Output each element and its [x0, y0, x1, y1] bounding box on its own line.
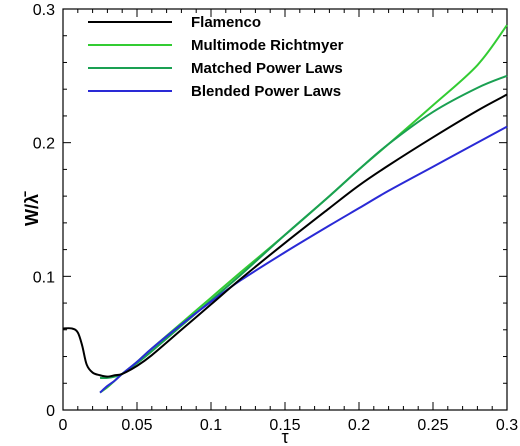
x-tick-label: 0.2 — [348, 417, 370, 434]
series-line-matched-power-laws — [99, 74, 508, 380]
y-axis-label: W/λ̄ — [22, 191, 42, 226]
x-tick-label: 0.1 — [200, 417, 222, 434]
legend: Flamenco Multimode Richtmyer Matched Power… — [88, 14, 344, 100]
x-tick-label: 0.25 — [417, 417, 448, 434]
y-tick-label: 0.2 — [33, 136, 55, 153]
series-layer — [62, 24, 508, 394]
y-tick-label: 0.3 — [33, 2, 55, 19]
x-tick-label: 0.15 — [269, 417, 300, 434]
legend-label: Multimode Richtmyer — [191, 37, 344, 54]
series-line-blended-power-laws — [99, 125, 508, 394]
x-tick-label: 0.3 — [496, 417, 518, 434]
legend-label: Matched Power Laws — [191, 60, 343, 77]
legend-label: Blended Power Laws — [191, 83, 341, 100]
series-line-flamenco — [62, 93, 508, 378]
y-tick-label: 0.1 — [33, 269, 55, 286]
axis-ticks: 0 0.05 0.1 0.15 0.2 0.25 0.3 0 0.1 0.2 0.3 — [33, 2, 518, 434]
x-tick-label: 0.05 — [121, 417, 152, 434]
x-axis-label: τ — [281, 427, 288, 446]
x-tick-label: 0 — [59, 417, 68, 434]
legend-label: Flamenco — [191, 14, 261, 31]
y-tick-label: 0 — [46, 403, 55, 420]
series-line-multimode-richtmyer — [99, 24, 508, 394]
